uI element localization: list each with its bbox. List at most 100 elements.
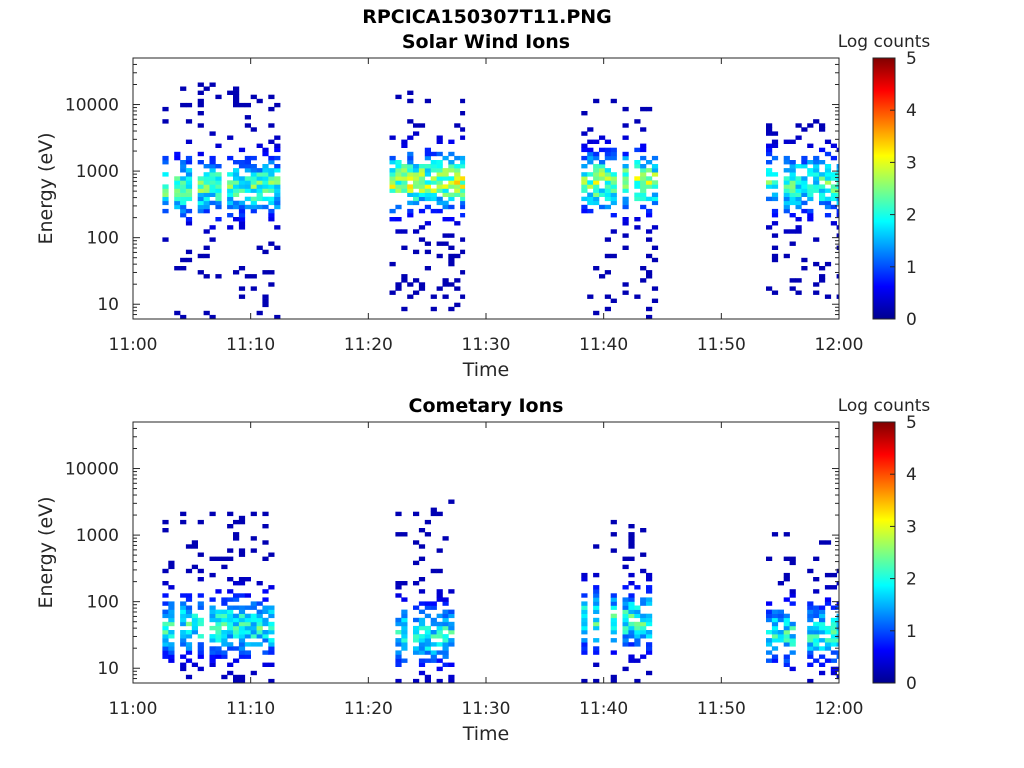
data-cell [442, 278, 449, 283]
data-cell [185, 674, 193, 680]
data-cell [395, 630, 402, 635]
data-cell [185, 172, 193, 177]
data-cell [783, 654, 790, 659]
data-cell [581, 577, 588, 582]
data-cell [777, 630, 784, 635]
data-cell [268, 172, 275, 177]
data-cell [610, 176, 617, 181]
data-cell [238, 208, 246, 214]
data-cell [401, 172, 408, 177]
data-cell [262, 168, 269, 173]
data-cell [233, 605, 240, 610]
data-cell [442, 597, 449, 602]
data-cell [807, 678, 814, 684]
data-cell [801, 164, 808, 169]
data-cell [801, 200, 808, 206]
figure-title: RPCICA150307T11.PNG [362, 6, 612, 28]
data-cell [250, 621, 257, 627]
data-cell [454, 278, 461, 283]
data-cell [185, 160, 193, 165]
data-cell [262, 638, 269, 643]
data-cell [771, 621, 779, 627]
data-cell [581, 630, 588, 635]
data-cell [830, 621, 837, 627]
data-cell [244, 621, 251, 627]
data-cell [807, 217, 814, 222]
data-cell [836, 650, 840, 655]
data-cell [395, 180, 402, 185]
data-cell [262, 621, 269, 627]
data-cell [801, 184, 808, 189]
data-cell [209, 650, 216, 655]
data-cell [238, 617, 246, 623]
data-cell [262, 180, 269, 185]
panel-1: 11:00 11:10 11:20 11:30 11:40 11:50 12:00Time1… [35, 32, 930, 381]
data-cell [460, 192, 466, 197]
data-cell [180, 609, 187, 614]
data-cell [418, 601, 426, 606]
data-cell [836, 200, 840, 206]
data-cell [448, 630, 455, 635]
data-cell [634, 164, 641, 169]
data-cell [622, 634, 629, 639]
data-cell [413, 617, 420, 623]
data-cell [413, 172, 420, 177]
data-cell [185, 139, 193, 144]
data-cell [783, 634, 790, 639]
data-cell [191, 613, 198, 619]
data-cell [227, 670, 234, 676]
data-cell [646, 208, 653, 214]
data-cell [256, 630, 263, 635]
data-cell [610, 621, 617, 627]
data-cell [766, 650, 773, 655]
data-cell [581, 593, 588, 598]
data-cell [581, 180, 588, 185]
data-cell [622, 184, 629, 189]
data-cell [209, 597, 216, 602]
data-cell [436, 650, 443, 655]
data-cell [215, 217, 222, 222]
data-cell [593, 572, 600, 578]
data-cell [395, 658, 402, 663]
data-cell [593, 625, 600, 631]
data-cell [203, 200, 210, 206]
data-cell [227, 548, 234, 553]
panel-1-title: Solar Wind Ions [401, 31, 571, 53]
data-cell [244, 593, 251, 598]
data-cell [610, 519, 617, 525]
data-cell [413, 168, 420, 173]
data-cell [233, 180, 240, 185]
data-cell [418, 192, 426, 197]
data-cell [227, 90, 234, 95]
data-cell [244, 613, 251, 619]
data-cell [646, 646, 653, 651]
data-cell [401, 274, 408, 279]
data-cell [221, 621, 228, 627]
data-cell [807, 143, 814, 148]
data-cell [813, 638, 820, 643]
data-cell [813, 630, 820, 635]
data-cell [262, 589, 269, 594]
data-cell [454, 176, 461, 181]
data-cell [766, 160, 773, 165]
data-cell [460, 164, 466, 169]
data-cell [221, 613, 228, 619]
data-cell [233, 613, 240, 619]
data-cell [413, 511, 420, 517]
data-cell [581, 176, 588, 181]
colorbar-tick-label: 0 [906, 310, 917, 330]
data-cell [610, 617, 617, 623]
data-cell [424, 532, 431, 537]
data-cell [783, 176, 790, 181]
data-cell [622, 168, 629, 173]
data-cell [174, 184, 181, 189]
data-cell [777, 634, 784, 639]
data-cell [646, 314, 653, 320]
data-cell [413, 131, 420, 136]
data-cell [610, 625, 617, 631]
data-cell [244, 176, 251, 181]
data-cell [448, 164, 455, 169]
data-cell [783, 204, 790, 210]
data-cell [250, 200, 257, 206]
data-cell [180, 642, 187, 647]
